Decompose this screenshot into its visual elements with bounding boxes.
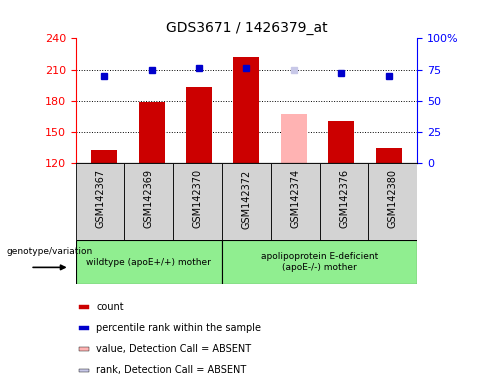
Text: value, Detection Call = ABSENT: value, Detection Call = ABSENT bbox=[96, 344, 251, 354]
Bar bbox=[91, 150, 117, 163]
Bar bbox=[79, 326, 89, 330]
Bar bbox=[79, 348, 89, 351]
Text: GSM142376: GSM142376 bbox=[339, 169, 349, 228]
Text: GSM142380: GSM142380 bbox=[388, 169, 398, 228]
Bar bbox=[124, 163, 173, 240]
Text: GSM142372: GSM142372 bbox=[242, 169, 251, 228]
Bar bbox=[222, 163, 271, 240]
Text: GSM142369: GSM142369 bbox=[144, 169, 154, 228]
Bar bbox=[79, 369, 89, 372]
Text: count: count bbox=[96, 302, 124, 312]
Bar bbox=[173, 163, 222, 240]
Text: apolipoprotein E-deficient
(apoE-/-) mother: apolipoprotein E-deficient (apoE-/-) mot… bbox=[261, 252, 378, 272]
Text: percentile rank within the sample: percentile rank within the sample bbox=[96, 323, 261, 333]
Bar bbox=[186, 87, 212, 163]
Text: GSM142367: GSM142367 bbox=[95, 169, 105, 228]
Bar bbox=[328, 121, 354, 163]
Bar bbox=[76, 163, 124, 240]
Text: GSM142370: GSM142370 bbox=[193, 169, 203, 228]
Bar bbox=[281, 114, 307, 163]
Bar bbox=[320, 163, 368, 240]
Text: genotype/variation: genotype/variation bbox=[6, 247, 92, 255]
Bar bbox=[79, 305, 89, 309]
Bar bbox=[376, 147, 402, 163]
Bar bbox=[233, 57, 260, 163]
Text: GSM142374: GSM142374 bbox=[290, 169, 300, 228]
Bar bbox=[368, 163, 417, 240]
Bar bbox=[222, 240, 417, 284]
Bar bbox=[76, 240, 222, 284]
Bar bbox=[271, 163, 320, 240]
Title: GDS3671 / 1426379_at: GDS3671 / 1426379_at bbox=[165, 21, 327, 35]
Text: rank, Detection Call = ABSENT: rank, Detection Call = ABSENT bbox=[96, 366, 246, 376]
Bar bbox=[139, 102, 164, 163]
Text: wildtype (apoE+/+) mother: wildtype (apoE+/+) mother bbox=[86, 258, 211, 266]
